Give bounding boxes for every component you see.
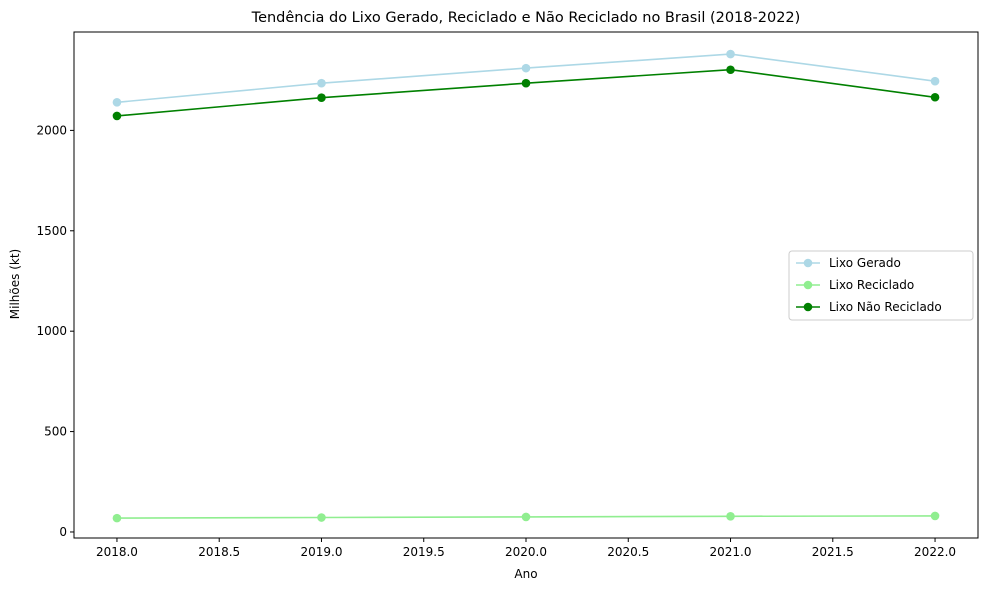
- series-1: [112, 49, 940, 107]
- y-tick-label: 1000: [36, 324, 67, 338]
- y-axis-title: Milhões (kt): [8, 249, 22, 319]
- y-tick-label: 0: [59, 525, 67, 539]
- x-tick-label: 2021.5: [812, 545, 854, 559]
- y-tick-label: 1500: [36, 224, 67, 238]
- y-tick-label: 500: [44, 425, 67, 439]
- series-line: [116, 68, 936, 117]
- x-tick-label: 2018.5: [198, 545, 240, 559]
- x-tick-label: 2020.0: [505, 545, 547, 559]
- legend-label: Lixo Não Reciclado: [829, 300, 942, 314]
- legend-item: Lixo Gerado: [796, 256, 901, 270]
- data-point: [112, 513, 122, 523]
- x-tick-label: 2018.0: [96, 545, 138, 559]
- data-point: [726, 49, 735, 59]
- legend-label: Lixo Reciclado: [829, 278, 914, 292]
- data-point: [521, 78, 531, 88]
- data-point: [317, 513, 326, 522]
- data-point: [317, 93, 326, 102]
- data-point: [930, 511, 940, 521]
- data-point: [317, 78, 326, 88]
- series-3: [112, 65, 940, 121]
- legend-swatch-marker: [803, 280, 813, 290]
- x-tick-label: 2019.5: [403, 545, 445, 559]
- x-axis: 2018.0 2018.5 2019.0 2019.5 2020.0 2020.5 2021…: [96, 538, 956, 559]
- data-point: [930, 92, 940, 102]
- legend: Lixo Gerado Lixo Reciclado Lixo Não Recicl…: [788, 250, 974, 321]
- legend-swatch-marker: [803, 258, 813, 268]
- x-axis-title: Ano: [514, 567, 537, 581]
- data-point: [726, 65, 735, 75]
- data-point: [112, 111, 122, 121]
- legend-swatch-marker: [803, 302, 813, 312]
- x-tick-label: 2022.0: [914, 545, 956, 559]
- data-point: [521, 512, 531, 522]
- chart-title: Tendência do Lixo Gerado, Reciclado e Nã…: [251, 10, 801, 26]
- x-tick-label: 2021.0: [710, 545, 752, 559]
- data-point: [930, 76, 940, 86]
- y-tick-label: 2000: [36, 123, 67, 137]
- data-point: [726, 512, 735, 521]
- x-tick-label: 2019.0: [300, 545, 342, 559]
- series-2: [112, 511, 940, 523]
- legend-label: Lixo Gerado: [829, 256, 901, 270]
- series-line: [116, 53, 936, 104]
- y-axis: 0 500 1000 1500 2000: [36, 123, 74, 539]
- x-tick-label: 2020.5: [607, 545, 649, 559]
- legend-item: Lixo Reciclado: [796, 278, 914, 292]
- legend-box: [788, 250, 974, 321]
- series-group: [112, 49, 940, 523]
- data-point: [521, 63, 531, 73]
- legend-item: Lixo Não Reciclado: [796, 300, 942, 314]
- data-point: [112, 97, 122, 107]
